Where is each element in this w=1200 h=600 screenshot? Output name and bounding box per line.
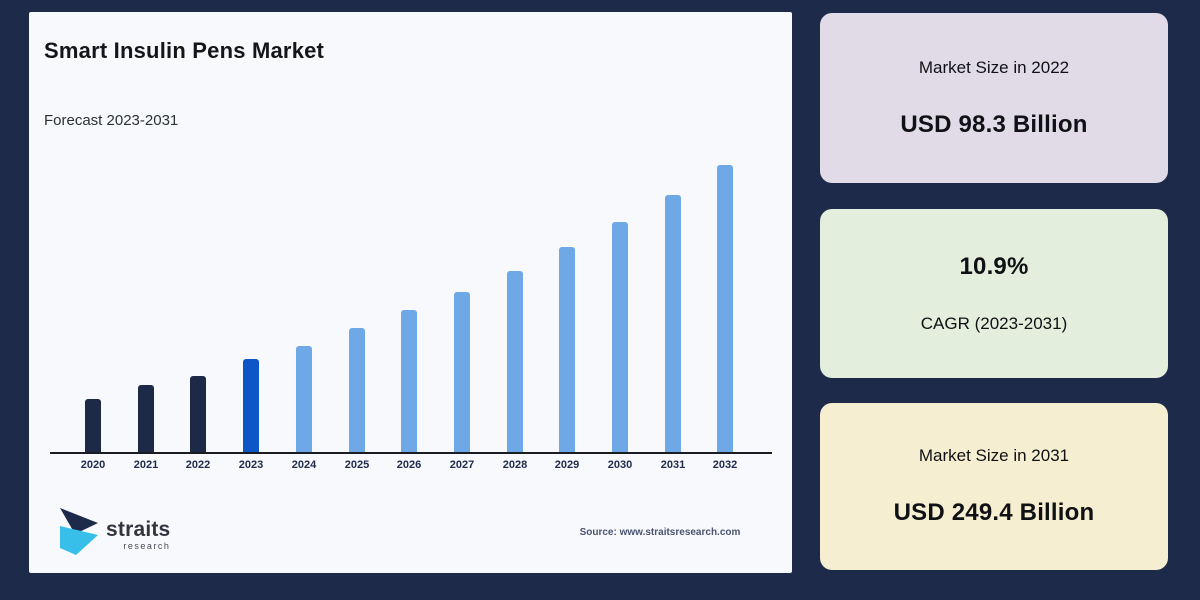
x-tick-2030: 2030 <box>607 459 633 471</box>
bar-2032 <box>717 165 733 452</box>
bar-2028 <box>507 271 523 452</box>
x-tick-2022: 2022 <box>185 459 211 471</box>
source-note: Source: www.straitsresearch.com <box>579 527 741 538</box>
panel-market-size-2022-value: USD 98.3 Billion <box>900 110 1088 138</box>
panel-market-size-2031: Market Size in 2031 USD 249.4 Billion <box>820 403 1168 570</box>
panel-market-size-2022-label: Market Size in 2022 <box>918 57 1070 77</box>
chart-card: Smart Insulin Pens Market Forecast 2023-… <box>29 12 792 573</box>
page-title: Smart Insulin Pens Market <box>44 38 325 63</box>
logo-name: straits <box>106 518 171 541</box>
x-tick-2025: 2025 <box>344 459 370 471</box>
bar-2027 <box>454 292 470 452</box>
bar-2025 <box>349 328 365 452</box>
x-axis-line <box>50 452 772 454</box>
panel-cagr: 10.9% CAGR (2023-2031) <box>820 209 1168 378</box>
bar-2031 <box>665 195 681 452</box>
bar-2029 <box>559 247 575 452</box>
bar-2021 <box>138 385 154 452</box>
panel-market-size-2031-value: USD 249.4 Billion <box>893 499 1095 526</box>
panel-market-size-2031-label: Market Size in 2031 <box>918 446 1070 465</box>
x-tick-2026: 2026 <box>396 459 422 471</box>
panel-cagr-value: 10.9% <box>959 253 1029 280</box>
chart-subtitle: Forecast 2023-2031 <box>44 112 179 129</box>
panel-cagr-label: CAGR (2023-2031) <box>920 314 1068 333</box>
x-tick-2020: 2020 <box>80 459 106 471</box>
straits-logo-icon <box>60 508 98 555</box>
x-tick-2027: 2027 <box>449 459 475 471</box>
x-tick-2021: 2021 <box>133 459 159 471</box>
bar-2023 <box>243 359 259 452</box>
bar-2020 <box>85 399 101 452</box>
bar-plot: 2020 2021 2022 2023 2024 2025 2026 2027 2028 2029… <box>29 12 792 573</box>
x-tick-2031: 2031 <box>660 459 686 471</box>
bar-2030 <box>612 222 628 452</box>
bar-2026 <box>401 310 417 452</box>
straits-research-logo: straits research <box>56 507 170 555</box>
x-tick-2023: 2023 <box>238 459 264 471</box>
x-tick-2024: 2024 <box>291 459 317 471</box>
bar-2024 <box>296 346 312 452</box>
logo-subtext: research <box>123 541 171 551</box>
x-tick-2029: 2029 <box>554 459 580 471</box>
x-tick-2028: 2028 <box>502 459 528 471</box>
x-tick-2032: 2032 <box>712 459 738 471</box>
bar-2022 <box>190 376 206 452</box>
panel-market-size-2022: Market Size in 2022 USD 98.3 Billion <box>820 13 1168 183</box>
logo-text: straits research <box>106 519 170 551</box>
